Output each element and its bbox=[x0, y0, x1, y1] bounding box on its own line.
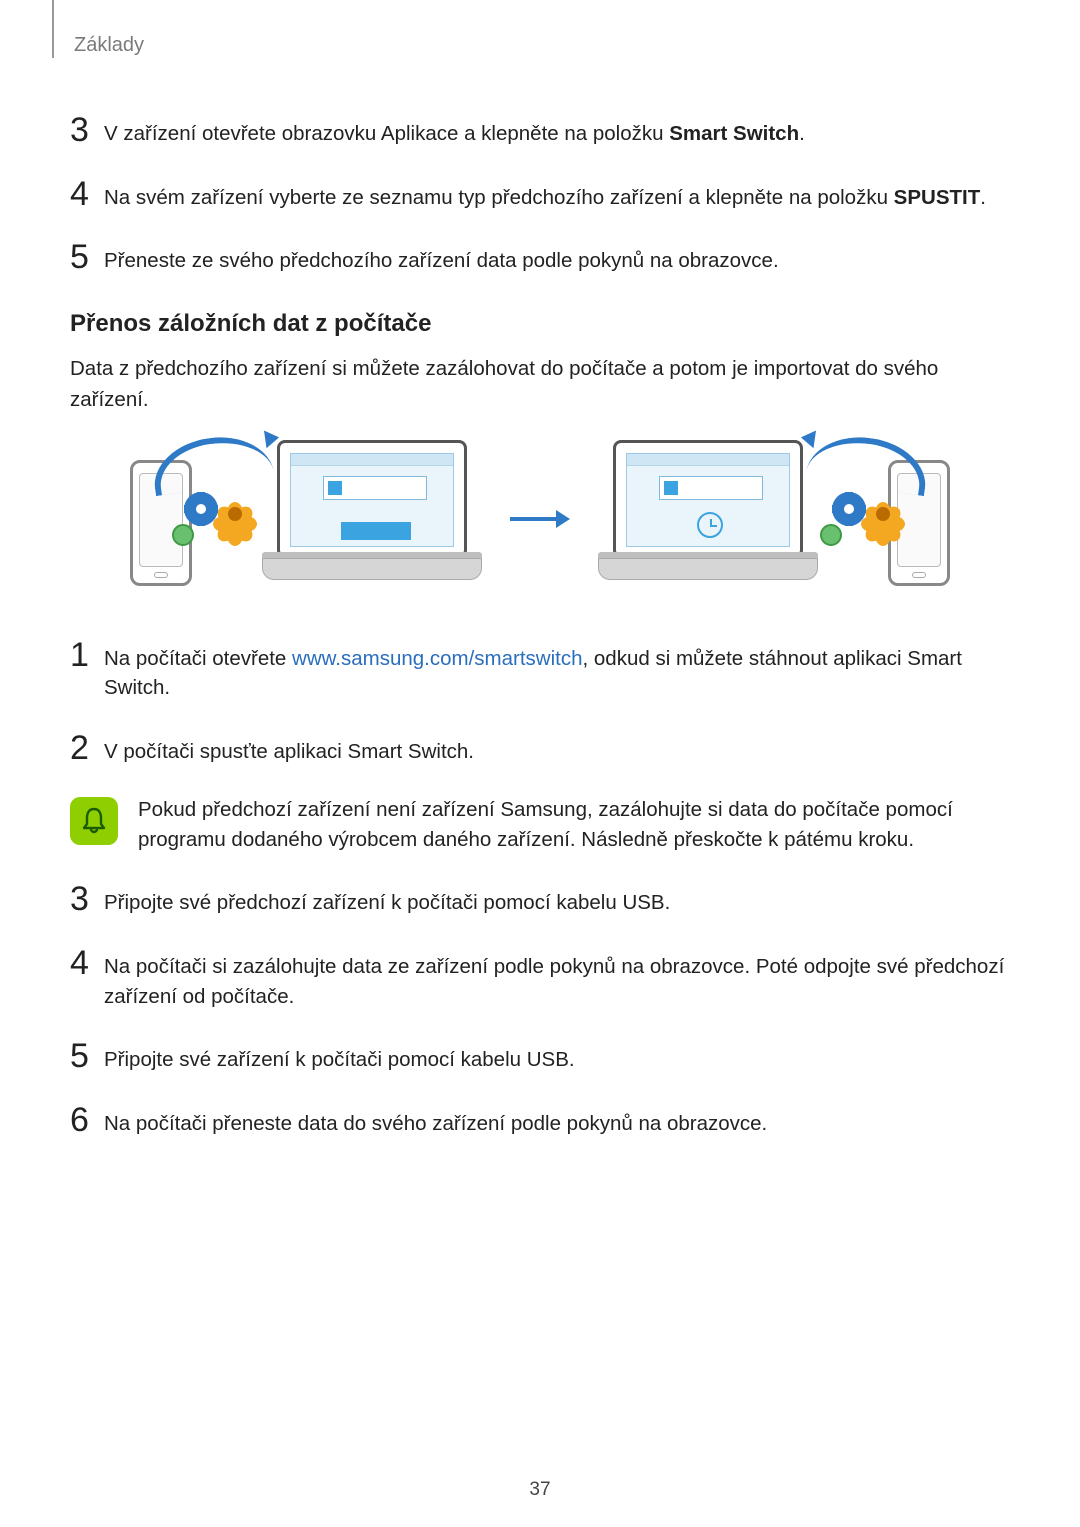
laptop-icon bbox=[598, 440, 818, 590]
step-number: 6 bbox=[70, 1103, 104, 1137]
bold-term: Smart Switch bbox=[669, 122, 799, 145]
section-rule bbox=[52, 0, 54, 58]
step-number: 1 bbox=[70, 638, 104, 672]
flower-icon bbox=[212, 490, 258, 536]
step-text: V počítači spusťte aplikaci Smart Switch… bbox=[104, 737, 474, 767]
step: 5Přeneste ze svého předchozího zařízení … bbox=[70, 240, 1010, 276]
step-number: 3 bbox=[70, 113, 104, 147]
globe-icon bbox=[820, 524, 842, 546]
step-list-bottom: 3Připojte své předchozí zařízení k počít… bbox=[70, 882, 1010, 1139]
step-text: Přeneste ze svého předchozího zařízení d… bbox=[104, 246, 779, 276]
breadcrumb: Základy bbox=[74, 34, 1010, 57]
step-number: 5 bbox=[70, 1039, 104, 1073]
gear-icon bbox=[188, 496, 214, 522]
app-window-icon bbox=[290, 453, 454, 547]
step-text: V zařízení otevřete obrazovku Aplikace a… bbox=[104, 119, 805, 149]
step-number: 3 bbox=[70, 882, 104, 916]
bold-term: SPUSTIT bbox=[894, 186, 981, 209]
data-cluster-icon bbox=[820, 486, 908, 546]
step-text: Na svém zařízení vyberte ze seznamu typ … bbox=[104, 183, 986, 213]
step-text: Na počítači si zazálohujte data ze zaříz… bbox=[104, 952, 1010, 1011]
note-text: Pokud předchozí zařízení není zařízení S… bbox=[138, 795, 1010, 854]
step: 5Připojte své zařízení k počítači pomocí… bbox=[70, 1039, 1010, 1075]
page-number: 37 bbox=[0, 1479, 1080, 1501]
laptop-icon bbox=[262, 440, 482, 590]
note-callout: Pokud předchozí zařízení není zařízení S… bbox=[70, 795, 1010, 854]
step-list-mid: 1Na počítači otevřete www.samsung.com/sm… bbox=[70, 638, 1010, 767]
step-number: 2 bbox=[70, 731, 104, 765]
step-text: Připojte své předchozí zařízení k počíta… bbox=[104, 888, 670, 918]
step-text: Na počítači přeneste data do svého zaříz… bbox=[104, 1109, 767, 1139]
gear-icon bbox=[836, 496, 862, 522]
step: 3V zařízení otevřete obrazovku Aplikace … bbox=[70, 113, 1010, 149]
step: 1Na počítači otevřete www.samsung.com/sm… bbox=[70, 638, 1010, 703]
external-link[interactable]: www.samsung.com/smartswitch bbox=[292, 647, 582, 670]
step: 3Připojte své předchozí zařízení k počít… bbox=[70, 882, 1010, 918]
step-text: Připojte své zařízení k počítači pomocí … bbox=[104, 1045, 575, 1075]
flower-icon bbox=[860, 490, 906, 536]
diagram-left bbox=[130, 434, 490, 604]
step: 4Na svém zařízení vyberte ze seznamu typ… bbox=[70, 177, 1010, 213]
bell-icon bbox=[70, 797, 118, 845]
data-cluster-icon bbox=[172, 486, 260, 546]
step: 4Na počítači si zazálohujte data ze zaří… bbox=[70, 946, 1010, 1011]
step-number: 5 bbox=[70, 240, 104, 274]
step-list-top: 3V zařízení otevřete obrazovku Aplikace … bbox=[70, 113, 1010, 276]
section-title: Přenos záložních dat z počítače bbox=[70, 310, 1010, 338]
app-window-icon bbox=[626, 453, 790, 547]
step: 2V počítači spusťte aplikaci Smart Switc… bbox=[70, 731, 1010, 767]
arrow-right-icon bbox=[510, 508, 570, 530]
step-number: 4 bbox=[70, 177, 104, 211]
section-intro: Data z předchozího zařízení si můžete za… bbox=[70, 354, 1010, 416]
step-text: Na počítači otevřete www.samsung.com/sma… bbox=[104, 644, 1010, 703]
transfer-diagram bbox=[130, 434, 950, 604]
diagram-right bbox=[590, 434, 950, 604]
step-number: 4 bbox=[70, 946, 104, 980]
globe-icon bbox=[172, 524, 194, 546]
clock-icon bbox=[697, 512, 723, 538]
step: 6Na počítači přeneste data do svého zaří… bbox=[70, 1103, 1010, 1139]
